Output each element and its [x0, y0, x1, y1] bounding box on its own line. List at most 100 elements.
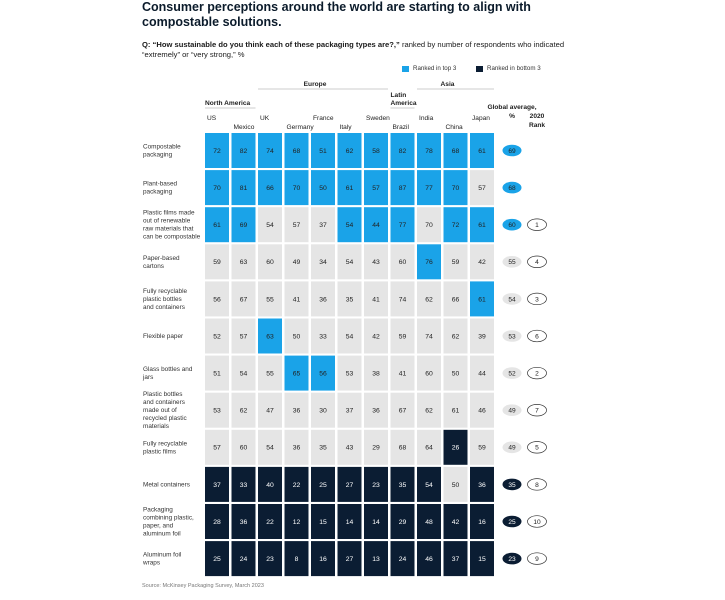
- question-suffix: ranked by number of respondents who indi…: [142, 40, 565, 59]
- cell-value: 54: [266, 445, 274, 452]
- country-header-uk: UK: [260, 115, 270, 122]
- rank-2020-badge: [527, 292, 547, 306]
- cell-uk: [258, 170, 282, 206]
- row-label: Metal containers: [143, 481, 190, 488]
- country-header-india: India: [419, 115, 434, 122]
- cell-brazil: [390, 281, 415, 317]
- cell-japan: [470, 355, 494, 391]
- cell-value: 56: [319, 371, 327, 378]
- cell-sweden: [364, 541, 388, 577]
- cell-value: 82: [399, 148, 407, 155]
- cell-value: 16: [478, 519, 486, 526]
- cell-value: 24: [399, 556, 407, 563]
- cell-china: [443, 355, 468, 391]
- legend-bottom3-swatch: [476, 65, 483, 72]
- cell-value: 62: [452, 333, 460, 340]
- cell-us: [205, 170, 229, 206]
- cell-value: 29: [372, 445, 380, 452]
- row-label: Glass bottles and: [143, 366, 193, 373]
- cell-mexico: [231, 318, 256, 354]
- cell-uk: [258, 504, 282, 539]
- legend-top3-label: Ranked in top 3: [413, 65, 457, 72]
- cell-value: 23: [266, 556, 274, 563]
- cell-value: 66: [452, 296, 460, 303]
- cell-japan: [470, 133, 494, 168]
- cell-japan: [470, 392, 494, 428]
- cell-value: 70: [452, 185, 460, 192]
- cell-value: 37: [319, 222, 327, 229]
- global-average-value: 55: [508, 259, 516, 266]
- cell-sweden: [364, 281, 388, 317]
- rank-2020-value: 8: [535, 482, 539, 489]
- cell-us: [205, 133, 229, 168]
- cell-india: [417, 541, 441, 577]
- cell-value: 77: [399, 222, 407, 229]
- row-label: Compostable: [143, 144, 181, 151]
- cell-brazil: [390, 133, 415, 168]
- cell-brazil: [390, 504, 415, 539]
- global-average-badge: [502, 255, 522, 268]
- cell-value: 54: [346, 222, 354, 229]
- cell-japan: [470, 244, 494, 280]
- cell-france: [311, 541, 335, 577]
- cell-france: [311, 504, 335, 539]
- cell-france: [311, 281, 335, 317]
- cell-value: 62: [346, 148, 354, 155]
- cell-germany: [284, 207, 309, 243]
- rank-2020-badge: [527, 515, 547, 528]
- global-average-value: 53: [508, 333, 516, 340]
- cell-germany: [284, 244, 309, 280]
- cell-brazil: [390, 355, 415, 391]
- cell-germany: [284, 355, 309, 391]
- question-prefix: Q: “How sustainable do you think each of…: [142, 40, 400, 49]
- rank-2020-badge: [527, 255, 547, 268]
- cell-japan: [470, 170, 494, 206]
- cell-china: [443, 170, 468, 206]
- legend-bottom3: Ranked in bottom 3: [476, 65, 541, 72]
- rank-2020-badge: [527, 441, 547, 454]
- source-note: Source: McKinsey Packaging Survey, March…: [142, 583, 264, 589]
- cell-value: 57: [213, 445, 221, 452]
- cell-mexico: [231, 466, 256, 502]
- cell-value: 14: [346, 519, 354, 526]
- region-label-latin-america-2: America: [391, 100, 417, 107]
- cell-mexico: [231, 207, 256, 243]
- global-average-value: 60: [508, 222, 516, 229]
- cell-value: 51: [213, 371, 221, 378]
- cell-value: 70: [293, 185, 301, 192]
- cell-sweden: [364, 392, 388, 428]
- cell-italy: [337, 504, 362, 539]
- cell-uk: [258, 207, 282, 243]
- cell-uk: [258, 392, 282, 428]
- cell-value: 61: [346, 185, 354, 192]
- row-label: jars: [142, 374, 153, 381]
- cell-france: [311, 207, 335, 243]
- cell-value: 40: [266, 482, 274, 489]
- cell-india: [417, 466, 441, 502]
- rank-2020-value: 9: [535, 556, 539, 563]
- cell-italy: [337, 355, 362, 391]
- cell-value: 51: [319, 148, 327, 155]
- cell-value: 61: [213, 222, 221, 229]
- row-label: and containers: [143, 399, 185, 406]
- cell-value: 57: [293, 222, 301, 229]
- cell-value: 38: [372, 371, 380, 378]
- cell-value: 61: [452, 408, 460, 415]
- row-label: wraps: [142, 560, 160, 567]
- cell-value: 36: [319, 296, 327, 303]
- row-label: can be compostable: [143, 234, 201, 241]
- cell-value: 55: [266, 296, 274, 303]
- global-average-badge: [502, 441, 522, 454]
- country-header-brazil: Brazil: [393, 124, 410, 131]
- region-label-europe: Europe: [304, 81, 327, 88]
- cell-india: [417, 504, 441, 539]
- cell-value: 41: [372, 296, 380, 303]
- cell-india: [417, 207, 441, 243]
- global-average-badge: [502, 293, 522, 305]
- cell-brazil: [390, 392, 415, 428]
- cell-sweden: [364, 133, 388, 168]
- cell-value: 76: [425, 259, 433, 266]
- cell-sweden: [364, 429, 388, 465]
- cell-value: 34: [319, 259, 327, 266]
- cell-sweden: [364, 504, 388, 539]
